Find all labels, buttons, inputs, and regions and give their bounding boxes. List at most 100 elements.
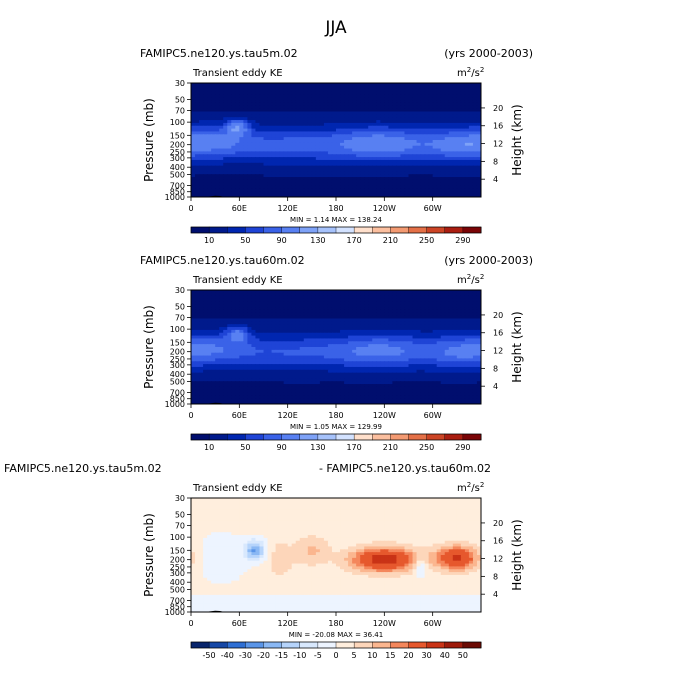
contour-cell — [279, 318, 285, 322]
contour-cell — [428, 111, 434, 115]
contour-cell — [392, 179, 398, 184]
contour-cell — [360, 332, 365, 337]
contour-cell — [400, 335, 406, 340]
contour-cell — [219, 171, 224, 175]
colorbar-label: 170 — [346, 236, 361, 245]
contour-cell — [476, 347, 481, 351]
contour-cell — [235, 327, 240, 331]
contour-cell — [287, 309, 293, 314]
contour-cell — [319, 108, 325, 113]
contour-cell — [311, 137, 317, 141]
contour-cell — [408, 366, 414, 371]
contour-cell — [400, 137, 406, 141]
contour-cell — [275, 329, 281, 334]
contour-cell — [340, 335, 345, 340]
contour-cell — [315, 165, 321, 170]
contour-cell — [444, 321, 450, 325]
contour-cell — [227, 309, 232, 314]
contour-cell — [331, 194, 337, 197]
contour-cell — [400, 344, 406, 348]
contour-cell — [263, 177, 269, 181]
contour-cell — [263, 335, 269, 340]
contour-cell — [327, 120, 333, 124]
contour-cell — [336, 344, 341, 348]
contour-cell — [472, 131, 478, 135]
contour-cell — [432, 108, 438, 113]
contour-cell — [235, 179, 240, 184]
contour-cell — [340, 165, 345, 170]
contour-cell — [432, 298, 438, 302]
contour-cell — [436, 341, 442, 345]
contour-cell — [271, 329, 277, 334]
contour-cell — [472, 171, 478, 175]
contour-cell — [299, 165, 305, 170]
contour-cell — [231, 321, 236, 325]
contour-cell — [243, 114, 248, 118]
contour-cell — [448, 151, 454, 155]
contour-cell — [468, 140, 474, 144]
contour-cell — [364, 122, 369, 127]
contour-cell — [227, 165, 232, 170]
contour-cell — [376, 154, 381, 158]
contour-cell — [368, 307, 373, 311]
contour-cell — [303, 194, 309, 197]
contour-cell — [279, 94, 285, 98]
contour-cell — [376, 142, 381, 147]
contour-cell — [424, 162, 430, 167]
contour-cell — [263, 157, 269, 161]
panel-years: (yrs 2000-2003) — [444, 254, 533, 267]
contour-cell — [311, 307, 317, 311]
contour-cell — [384, 324, 389, 328]
contour-cell — [215, 307, 220, 311]
contour-cell — [452, 154, 458, 158]
contour-cell — [275, 309, 281, 314]
contour-cell — [199, 344, 204, 348]
contour-cell — [223, 179, 228, 184]
contour-cell — [452, 85, 458, 90]
contour-cell — [380, 102, 385, 107]
contour-cell — [307, 171, 313, 175]
contour-cell — [336, 128, 341, 133]
contour-cell — [311, 329, 317, 334]
contour-cell — [408, 309, 414, 314]
contour-cell — [215, 301, 220, 305]
contour-cell — [420, 295, 426, 300]
contour-cell — [452, 122, 458, 127]
contour-cell — [412, 165, 418, 170]
contour-cell — [344, 174, 349, 178]
contour-cell — [452, 358, 458, 362]
contour-cell — [323, 102, 329, 107]
contour-cell — [283, 125, 289, 130]
contour-cell — [348, 148, 353, 152]
contour-cell — [219, 134, 224, 138]
contour-cell — [231, 179, 236, 184]
contour-cell — [287, 292, 293, 297]
contour-cell — [263, 301, 269, 305]
contour-cell — [195, 347, 200, 351]
contour-cell — [372, 108, 377, 113]
contour-cell — [319, 151, 325, 155]
contour-cell — [259, 168, 265, 172]
contour-cell — [327, 295, 333, 300]
contour-cell — [428, 182, 434, 187]
contour-cell — [464, 191, 470, 195]
contour-cell — [384, 338, 389, 342]
contour-cell — [344, 332, 349, 337]
contour-cell — [235, 182, 240, 187]
contour-cell — [416, 290, 422, 294]
contour-cell — [251, 102, 257, 107]
contour-cell — [368, 347, 373, 351]
contour-cell — [380, 321, 385, 325]
contour-cell — [412, 171, 418, 175]
contour-cell — [259, 355, 265, 359]
contour-cell — [255, 159, 261, 164]
contour-cell — [388, 114, 393, 118]
contour-cell — [384, 327, 389, 331]
contour-cell — [299, 327, 305, 331]
contour-cell — [211, 332, 216, 337]
contour-cell — [303, 88, 309, 93]
contour-cell — [247, 137, 253, 141]
contour-cell — [436, 191, 442, 195]
contour-cell — [468, 174, 474, 178]
contour-cell — [267, 347, 273, 351]
